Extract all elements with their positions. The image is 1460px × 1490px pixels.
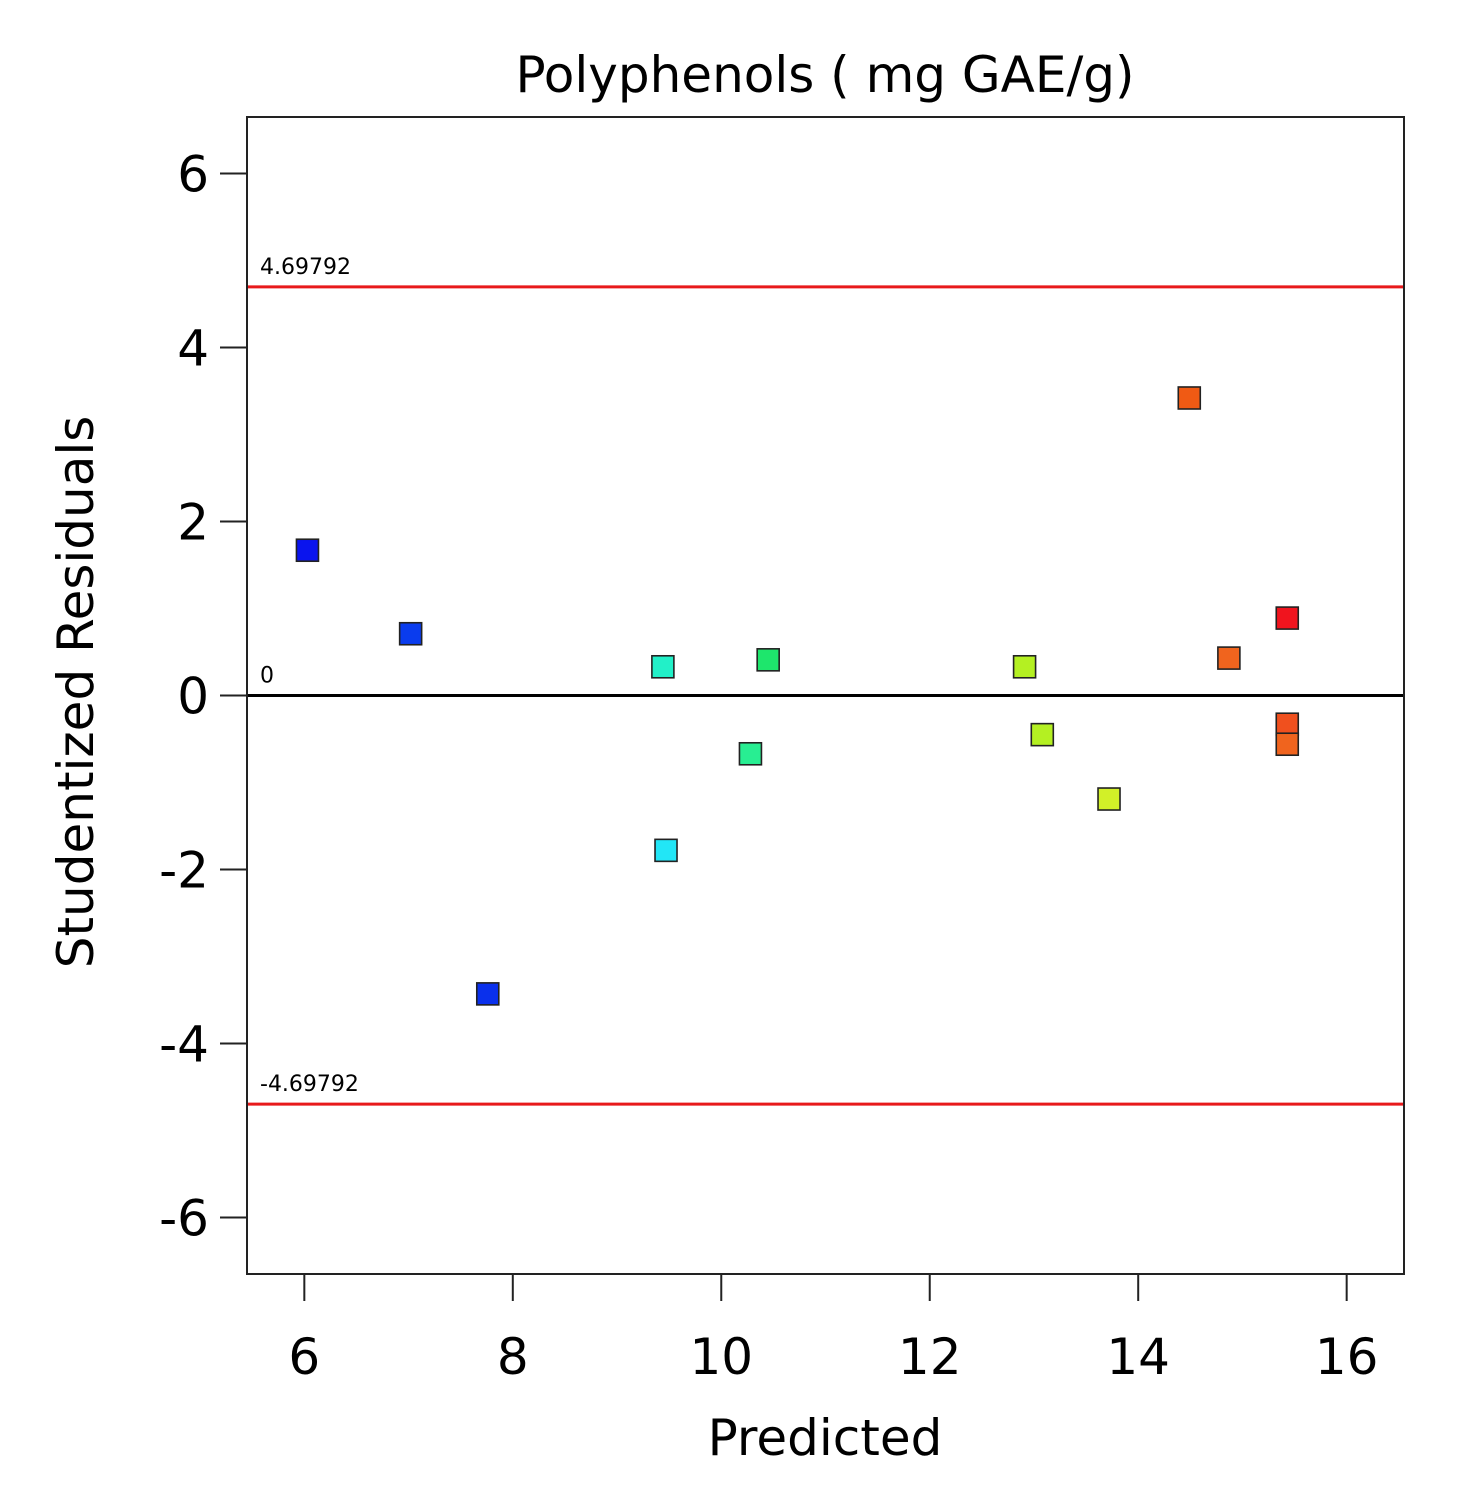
data-point: [1275, 712, 1300, 737]
data-point: [1030, 722, 1055, 747]
y-tick-label: 4: [177, 320, 209, 378]
y-tick-label: -2: [159, 841, 209, 899]
x-tick-label: 14: [1106, 1328, 1170, 1386]
x-tick-label: 12: [898, 1328, 962, 1386]
data-point: [1097, 787, 1121, 811]
data-point: [398, 621, 423, 646]
y-tick-label: 2: [177, 494, 209, 552]
chart-title: Polyphenols ( mg GAE/g): [515, 46, 1134, 104]
data-point: [1275, 606, 1300, 630]
y-axis: -6 -4 -2 0 2 4 6: [159, 146, 247, 1247]
reference-line-label: 4.69792: [260, 255, 351, 280]
y-tick-label: -6: [159, 1189, 209, 1247]
y-tick-label: -4: [159, 1015, 209, 1073]
x-axis: 6 8 10 12 14 16: [288, 1274, 1378, 1386]
data-point: [738, 741, 763, 766]
data-point: [475, 982, 500, 1006]
x-tick-label: 10: [689, 1328, 753, 1386]
data-point: [1012, 654, 1037, 679]
data-points: [295, 386, 1300, 1006]
data-point: [1275, 732, 1300, 757]
x-tick-label: 16: [1315, 1328, 1379, 1386]
data-point: [756, 648, 780, 672]
data-point: [1177, 386, 1202, 410]
x-tick-label: 6: [288, 1328, 320, 1386]
reference-line-label: 0: [260, 664, 274, 689]
y-tick-label: 0: [177, 668, 209, 726]
data-point: [295, 538, 320, 563]
x-axis-title: Predicted: [708, 1409, 943, 1467]
data-point: [651, 654, 675, 679]
reference-lines: 4.69792 0 -4.69792: [248, 255, 1403, 1106]
y-axis-title: Studentized Residuals: [47, 416, 105, 969]
reference-line-label: -4.69792: [260, 1072, 359, 1097]
y-tick-label: 6: [177, 146, 209, 204]
data-point: [1217, 646, 1241, 670]
data-point: [654, 838, 678, 863]
x-tick-label: 8: [497, 1328, 529, 1386]
